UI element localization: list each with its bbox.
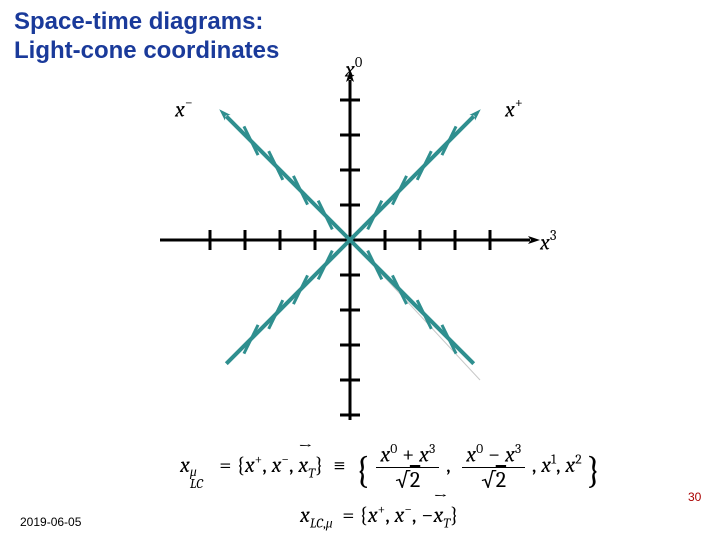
label-xminus: x− bbox=[175, 95, 193, 122]
axis-xplus bbox=[350, 116, 474, 240]
label-x0: x0 bbox=[345, 55, 362, 82]
formula-line-1: x μ LC = {x+, x−, xT} ≡ { x0 + x3√2 , x0… bbox=[180, 442, 601, 492]
axis-xminus bbox=[226, 116, 350, 240]
axis-xplus-lower bbox=[350, 240, 474, 364]
footer-page-number: 30 bbox=[688, 490, 701, 504]
title-line-2: Light-cone coordinates bbox=[14, 37, 279, 64]
label-x3: x3 bbox=[540, 228, 556, 255]
slide-title: Space-time diagrams: Light-cone coordina… bbox=[14, 8, 279, 66]
formula-line-2: xLC,μ = {x+, x−, −xT} bbox=[300, 502, 459, 531]
footer-date: 2019-06-05 bbox=[20, 515, 81, 529]
title-line-1: Space-time diagrams: bbox=[14, 8, 263, 35]
label-xplus: x+ bbox=[505, 95, 523, 122]
axis-xminus-lower bbox=[226, 240, 350, 364]
spacetime-diagram bbox=[130, 70, 570, 430]
